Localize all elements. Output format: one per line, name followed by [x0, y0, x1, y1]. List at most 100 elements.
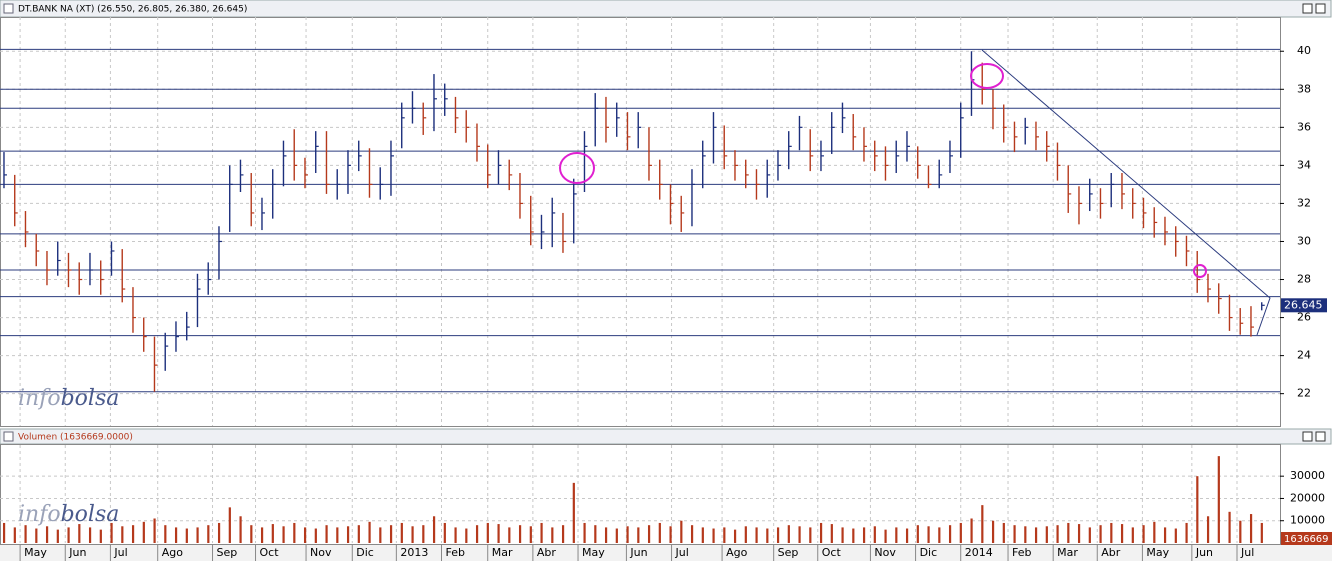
volume-bar [78, 524, 81, 543]
y-tick-label: 28 [1297, 273, 1311, 286]
watermark: infobolsa [18, 502, 119, 527]
x-tick-label: Mar [1057, 546, 1078, 559]
y-tick-label: 22 [1297, 387, 1311, 400]
last-price-label: 26.645 [1284, 298, 1323, 311]
watermark: infobolsa [18, 386, 119, 411]
volume-bar [368, 521, 371, 543]
price-title: DT.BANK NA (XT) (26.550, 26.805, 26.380,… [18, 5, 247, 15]
y-tick-label: 30000 [1290, 469, 1325, 482]
volume-bar [346, 526, 350, 543]
x-tick-label: May [582, 546, 605, 559]
volume-bar [755, 527, 758, 543]
volume-bar [991, 520, 995, 543]
volume-bar [927, 526, 930, 543]
last-volume-label: 1636669 [1284, 534, 1329, 545]
x-tick-label: Dic [920, 546, 938, 559]
volume-bar [56, 529, 59, 543]
volume-bar [1067, 522, 1070, 543]
volume-bar [1110, 522, 1113, 543]
volume-bar [1260, 522, 1263, 543]
volume-bar [400, 522, 403, 543]
x-tick-label: Sep [217, 546, 238, 559]
x-tick-label: Oct [260, 546, 280, 559]
volume-bar [260, 527, 264, 543]
volume-bar [1024, 526, 1027, 543]
volume-bar [432, 516, 436, 543]
y-tick-label: 30 [1297, 234, 1311, 247]
x-tick-label: May [1146, 546, 1169, 559]
volume-bar [2, 522, 6, 543]
volume-bar [45, 526, 49, 543]
close-button[interactable] [1315, 431, 1326, 442]
maximize-button[interactable] [1302, 3, 1313, 14]
annotation-circle [1193, 264, 1207, 278]
volume-bar [239, 516, 242, 543]
volume-bar [1002, 522, 1005, 543]
volume-bar [411, 526, 414, 543]
volume-bar [422, 525, 425, 543]
y-tick-label: 40 [1297, 44, 1311, 57]
volume-bar [916, 525, 919, 543]
annotation-circle [970, 63, 1004, 89]
volume-bar [776, 527, 780, 543]
volume-bar [271, 524, 274, 543]
volume-bar [830, 524, 833, 543]
y-tick-label: 26 [1297, 311, 1311, 324]
volume-bar [647, 525, 651, 543]
volume-title: Volumen (1636669.0000) [18, 433, 133, 443]
volume-bar [551, 527, 554, 543]
volume-bar [497, 524, 500, 543]
volume-bar [981, 505, 984, 543]
volume-bar [1013, 525, 1016, 543]
price-plot-frame [0, 17, 1281, 427]
volume-bar [1217, 456, 1220, 543]
volume-bar [282, 526, 285, 543]
panel-icon [3, 3, 14, 14]
x-tick-label: Feb [446, 546, 465, 559]
volume-bar [723, 527, 726, 543]
volume-bar [1249, 514, 1253, 543]
volume-bar [1153, 521, 1156, 543]
volume-bar [1163, 527, 1167, 543]
volume-bar [895, 527, 898, 543]
volume-bar [626, 526, 629, 543]
volume-bar [1077, 524, 1081, 543]
maximize-button[interactable] [1302, 431, 1313, 442]
x-tick-label: Feb [1012, 546, 1031, 559]
volume-bar [379, 527, 382, 543]
x-tick-label: Dic [356, 546, 374, 559]
y-tick-label: 34 [1297, 158, 1311, 171]
volume-bar [1034, 527, 1038, 543]
watermark-part: info [18, 386, 61, 411]
volume-bar [583, 522, 586, 543]
volume-bar [518, 525, 522, 543]
volume-bar [604, 527, 608, 543]
volume-bar [303, 527, 307, 543]
volume-bar [798, 526, 801, 543]
last-volume-box [1281, 532, 1332, 545]
volume-bar [153, 518, 156, 543]
volume-bar [1239, 520, 1242, 543]
volume-bar [174, 527, 178, 543]
close-button[interactable] [1315, 3, 1326, 14]
volume-plot-frame [0, 444, 1281, 545]
x-tick-label: Ago [162, 546, 184, 559]
x-tick-label: Oct [822, 546, 842, 559]
volume-bar [637, 527, 640, 543]
volume-bar [1228, 511, 1231, 543]
volume-bar [67, 527, 70, 543]
volume-bar [948, 525, 952, 543]
volume-bar [1174, 528, 1177, 543]
panel-icon [3, 431, 14, 442]
volume-bar [561, 525, 565, 543]
watermark-part: bolsa [61, 502, 120, 527]
volume-bar [1206, 516, 1210, 543]
volume-bar [325, 525, 328, 543]
x-tick-label: Jul [1240, 546, 1254, 559]
x-tick-label: Nov [310, 546, 332, 559]
x-tick-label: Jun [1195, 546, 1213, 559]
volume-bar [959, 522, 962, 543]
